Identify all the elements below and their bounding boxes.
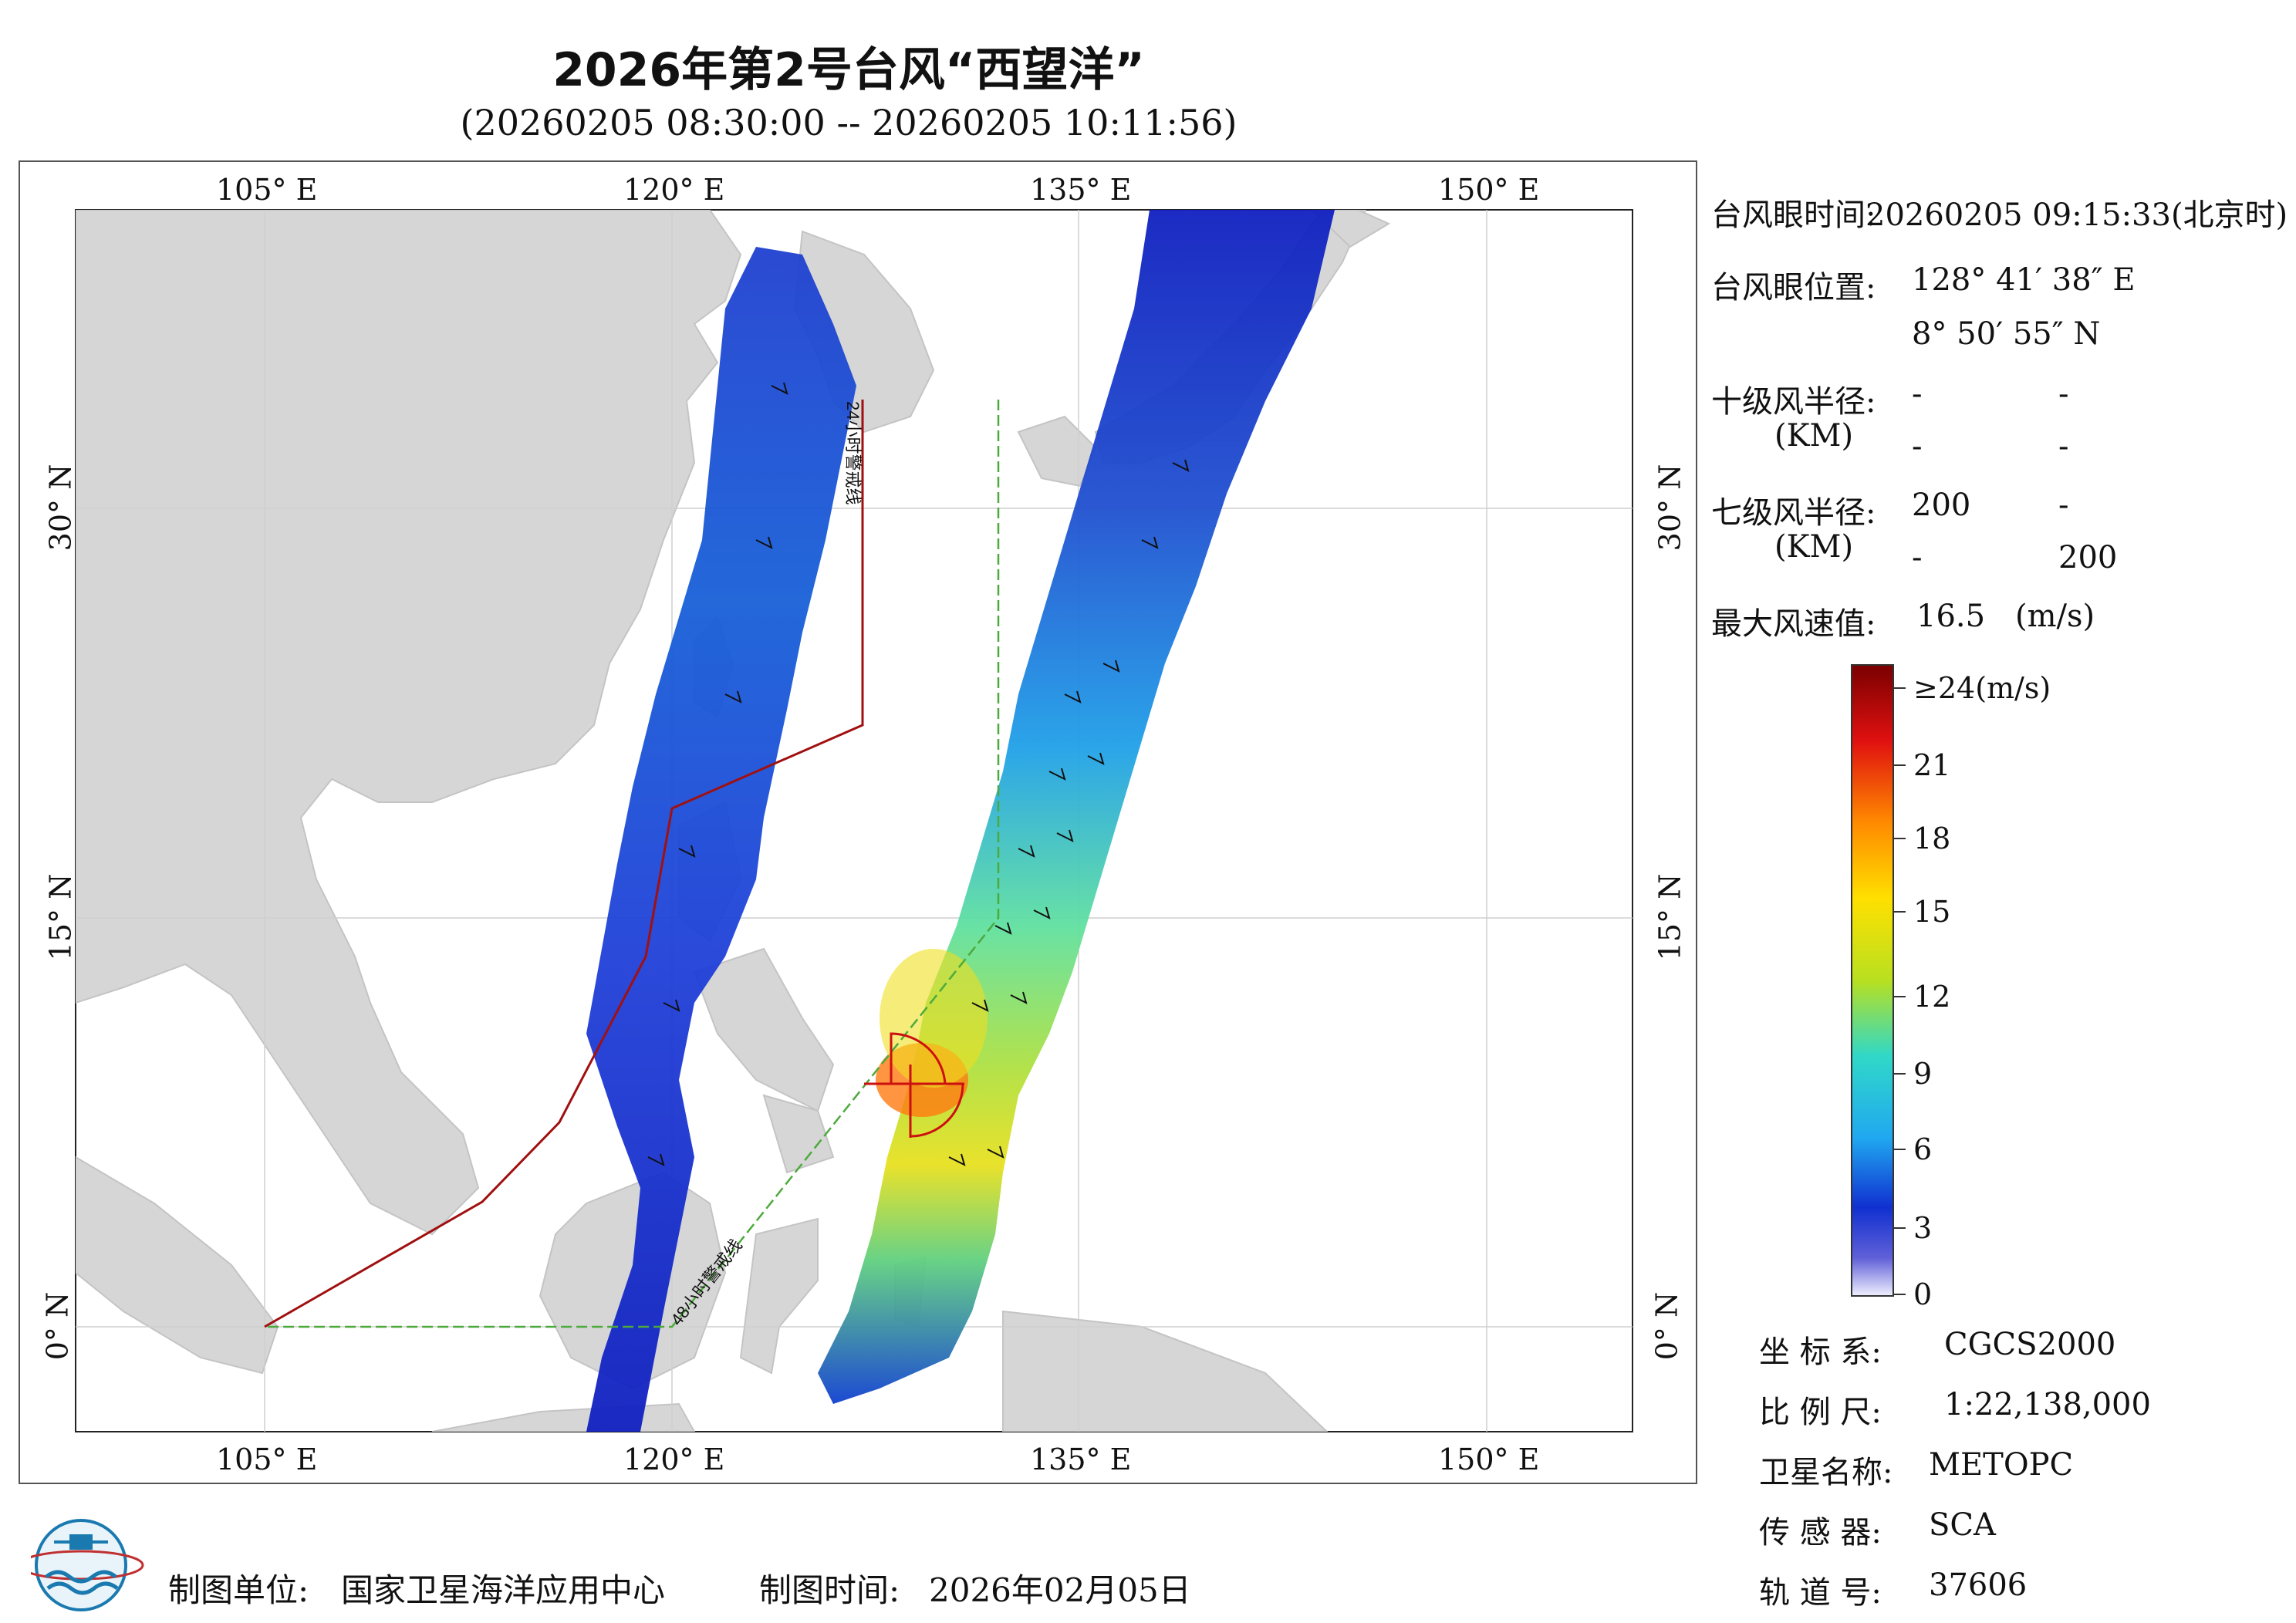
orbit-value: 37606 [1929, 1567, 2028, 1603]
scale-value: 1:22,138,000 [1944, 1387, 2151, 1422]
max-wind-value: 16.5 [1916, 599, 1986, 634]
lon-tick-top: 120° E [623, 173, 725, 207]
satellite-label: 卫星名称: [1759, 1455, 1893, 1490]
lat-tick-left: 0° N [40, 1291, 75, 1361]
colorbar-label: 6 [1913, 1132, 1933, 1166]
r10-value: - [1912, 429, 1923, 464]
r10-value: - [1912, 376, 1923, 412]
crs-label: 坐 标 系: [1759, 1335, 1882, 1370]
wind-swath-west [586, 247, 856, 1432]
eye-lon: 128° 41′ 38″ E [1912, 262, 2136, 298]
eye-pos-label: 台风眼位置: [1711, 270, 1876, 305]
max-wind-label: 最大风速值: [1711, 606, 1876, 642]
r10-value: - [2058, 376, 2069, 412]
r7-value: - [2058, 488, 2069, 523]
lat-tick-right: 30° N [1653, 464, 1687, 552]
colorbar-label: 9 [1913, 1057, 1933, 1091]
wind-barbs [647, 382, 1190, 1166]
orbit-label: 轨 道 号: [1759, 1575, 1882, 1611]
producer-value: 国家卫星海洋应用中心 [341, 1571, 666, 1609]
page-title: 2026年第2号台风“西望洋” [552, 43, 1145, 97]
warning-label-24h: 24小时警戒线 [843, 401, 863, 504]
time-range: (20260205 08:30:00 -- 20260205 10:11:56) [460, 102, 1237, 143]
colorbar-label: 12 [1913, 980, 1951, 1014]
colorbar [1851, 664, 1894, 1297]
eye-time-label: 台风眼时间: [1711, 197, 1876, 233]
max-wind-unit: (m/s) [2015, 599, 2095, 634]
eye-lat: 8° 50′ 55″ N [1912, 316, 2101, 352]
lat-tick-left: 15° N [43, 873, 78, 961]
lon-tick-top: 150° E [1438, 173, 1540, 207]
r7-value: 200 [1912, 488, 1971, 523]
km-label: (KM) [1774, 418, 1854, 454]
r7-label: 七级风半径: [1711, 495, 1876, 531]
r10-label: 十级风半径: [1711, 384, 1876, 420]
eye-time-value: 20260205 09:15:33(北京时) [1866, 197, 2288, 233]
lon-tick-bottom: 105° E [216, 1442, 318, 1476]
producer-label: 制图单位: [168, 1571, 309, 1609]
lat-tick-right: 0° N [1649, 1291, 1684, 1361]
colorbar-label: 18 [1913, 822, 1951, 855]
crs-value: CGCS2000 [1944, 1327, 2116, 1362]
colorbar-label: 21 [1913, 748, 1951, 782]
km-label: (KM) [1774, 529, 1854, 565]
date-value: 2026年02月05日 [929, 1571, 1191, 1609]
warning-line-48h [265, 400, 1000, 1328]
lon-tick-top: 105° E [216, 173, 318, 207]
colorbar-label: ≥24(m/s) [1913, 671, 2051, 705]
colorbar-label: 15 [1913, 895, 1951, 929]
lon-tick-top: 135° E [1030, 173, 1132, 207]
colorbar-label: 3 [1913, 1211, 1933, 1245]
lat-tick-right: 15° N [1653, 873, 1687, 961]
typhoon-eye-marker [864, 1032, 964, 1138]
warning-line-24h [264, 400, 864, 1328]
sensor-label: 传 感 器: [1759, 1515, 1882, 1550]
satellite-value: METOPC [1929, 1447, 2074, 1483]
sensor-value: SCA [1929, 1507, 1996, 1543]
date-label: 制图时间: [759, 1571, 900, 1609]
colorbar-ticks [1893, 687, 1906, 1295]
lon-tick-bottom: 120° E [623, 1442, 725, 1476]
r7-value: - [1912, 540, 1923, 575]
r10-value: - [2058, 429, 2069, 464]
lat-tick-left: 30° N [43, 464, 78, 552]
colorbar-label: 0 [1913, 1277, 1933, 1311]
lon-tick-bottom: 135° E [1030, 1442, 1132, 1476]
lon-tick-bottom: 150° E [1438, 1442, 1540, 1476]
noaa-style-globe-logo [31, 1519, 144, 1611]
r7-value: 200 [2058, 540, 2118, 575]
scale-label: 比 例 尺: [1759, 1395, 1882, 1430]
